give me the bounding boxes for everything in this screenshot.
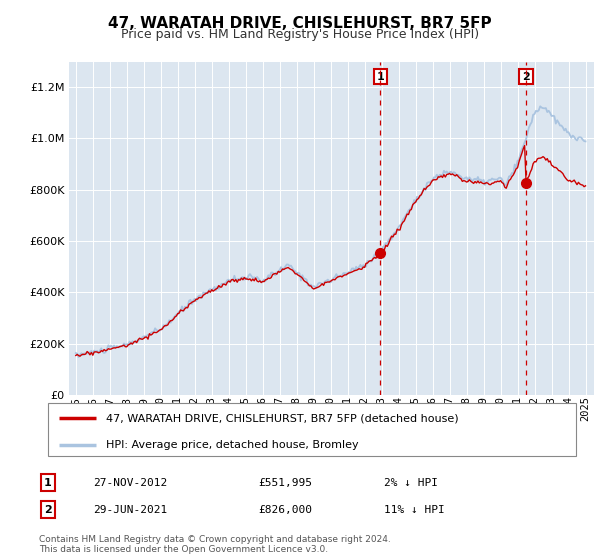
Text: 47, WARATAH DRIVE, CHISLEHURST, BR7 5FP (detached house): 47, WARATAH DRIVE, CHISLEHURST, BR7 5FP … (106, 413, 459, 423)
Text: HPI: Average price, detached house, Bromley: HPI: Average price, detached house, Brom… (106, 440, 359, 450)
Text: 2: 2 (522, 72, 530, 82)
Text: 2% ↓ HPI: 2% ↓ HPI (384, 478, 438, 488)
Text: 1: 1 (376, 72, 384, 82)
Text: £826,000: £826,000 (258, 505, 312, 515)
Text: Price paid vs. HM Land Registry's House Price Index (HPI): Price paid vs. HM Land Registry's House … (121, 28, 479, 41)
Text: £551,995: £551,995 (258, 478, 312, 488)
Text: Contains HM Land Registry data © Crown copyright and database right 2024.
This d: Contains HM Land Registry data © Crown c… (39, 535, 391, 554)
Text: 1: 1 (44, 478, 52, 488)
Text: 29-JUN-2021: 29-JUN-2021 (93, 505, 167, 515)
Text: 2: 2 (44, 505, 52, 515)
Text: 11% ↓ HPI: 11% ↓ HPI (384, 505, 445, 515)
Text: 27-NOV-2012: 27-NOV-2012 (93, 478, 167, 488)
Text: 47, WARATAH DRIVE, CHISLEHURST, BR7 5FP: 47, WARATAH DRIVE, CHISLEHURST, BR7 5FP (108, 16, 492, 31)
